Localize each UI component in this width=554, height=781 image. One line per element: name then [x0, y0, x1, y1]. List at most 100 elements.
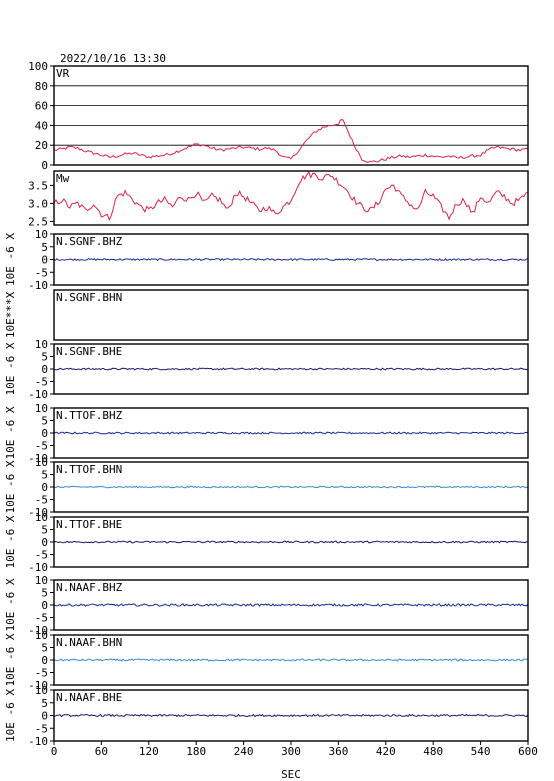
y-tick-label: 60 [35, 100, 48, 113]
y-tick-label: 0 [41, 536, 48, 549]
panel-label: N.SGNF.BHE [56, 345, 122, 358]
series-line-ttof-bhz [53, 431, 529, 435]
series-line-sgnf-bhe [53, 367, 529, 371]
y-tick-label: 0 [41, 363, 48, 376]
x-tick-label: 0 [51, 745, 58, 758]
x-tick-label: 540 [471, 745, 491, 758]
series-line-vr [53, 118, 529, 163]
y-tick-label: 0 [41, 654, 48, 667]
y-tick-label: -5 [35, 667, 48, 680]
y-tick-label: 10 [35, 629, 48, 642]
x-tick-label: 300 [281, 745, 301, 758]
y-tick-label: -5 [35, 440, 48, 453]
y-tick-label: 5 [41, 587, 48, 600]
y-tick-label: 5 [41, 241, 48, 254]
y-axis-unit-label: 10E -6 X [4, 460, 17, 513]
panel-frame [53, 233, 529, 286]
y-tick-label: -5 [35, 722, 48, 735]
y-tick-label: 20 [35, 139, 48, 152]
y-tick-label: -5 [35, 549, 48, 562]
y-tick-label: 2.5 [28, 215, 48, 228]
header-datetime: 2022/10/16 13:30 [60, 52, 166, 65]
y-tick-label: -10 [28, 561, 48, 574]
panel-frame [53, 634, 529, 686]
panel-frame [53, 289, 529, 341]
x-tick-label: 360 [328, 745, 348, 758]
series-line-naaf-bhe [53, 713, 529, 718]
x-tick-label: 240 [234, 745, 254, 758]
panel-label: N.NAAF.BHZ [56, 581, 123, 594]
series-line-naaf-bhn [53, 658, 529, 662]
panel-sgnf-bhn: 10E***X N.SGNF.BHN [4, 289, 529, 341]
y-tick-label: 5 [41, 415, 48, 428]
y-tick-label: 5 [41, 642, 48, 655]
series-line-naaf-bhz [53, 603, 529, 607]
y-tick-label: 100 [28, 60, 48, 73]
y-tick-label: 0 [41, 481, 48, 494]
x-tick-label: 180 [186, 745, 206, 758]
y-tick-label: 5 [41, 351, 48, 364]
y-tick-label: -10 [28, 452, 48, 465]
panel-frame [53, 516, 529, 568]
x-tick-label: 60 [95, 745, 108, 758]
y-tick-label: 10 [35, 402, 48, 415]
y-tick-label: -10 [28, 279, 48, 292]
y-tick-label: -10 [28, 679, 48, 692]
y-tick-label: -10 [28, 506, 48, 519]
y-tick-label: 0 [41, 710, 48, 723]
y-tick-label: 5 [41, 469, 48, 482]
panel-label: N.NAAF.BHE [56, 691, 122, 704]
panel-label: N.SGNF.BHZ [56, 235, 123, 248]
y-tick-label: 0 [41, 427, 48, 440]
y-tick-label: 0 [41, 599, 48, 612]
panel-label: N.SGNF.BHN [56, 291, 122, 304]
y-tick-label: -5 [35, 266, 48, 279]
y-tick-label: 10 [35, 574, 48, 587]
y-tick-label: -5 [35, 612, 48, 625]
y-tick-label: 10 [35, 228, 48, 241]
panel-vr: 0 20 40 60 80 100 VR [28, 60, 529, 172]
y-axis-unit-label: 10E -6 X [4, 633, 17, 686]
panel-frame [53, 407, 529, 459]
y-tick-label: -10 [28, 624, 48, 637]
x-tick-label: 600 [518, 745, 538, 758]
panel-frame [53, 343, 529, 395]
panel-label: N.TTOF.BHZ [56, 409, 123, 422]
panel-label: N.NAAF.BHN [56, 636, 122, 649]
y-tick-label: 10 [35, 456, 48, 469]
y-tick-label: 3.5 [28, 179, 48, 192]
y-tick-label: 3.0 [28, 197, 48, 210]
y-tick-label: 10 [35, 511, 48, 524]
y-tick-label: -10 [28, 388, 48, 401]
y-axis-unit-label: 10E***X [4, 291, 17, 338]
series-line-ttof-bhn [53, 485, 529, 489]
x-axis: 0 60 120 180 240 300 360 420 480 540 600 [51, 741, 538, 758]
y-tick-label: -5 [35, 376, 48, 389]
y-tick-label: 5 [41, 524, 48, 537]
y-tick-label: -10 [28, 735, 48, 748]
panel-frame [53, 579, 529, 631]
y-tick-label: 80 [35, 80, 48, 93]
y-axis-unit-label: 10E -6 X [4, 406, 17, 459]
panel-frame [53, 65, 529, 166]
x-tick-label: 120 [139, 745, 159, 758]
y-tick-label: 10 [35, 338, 48, 351]
y-axis-unit-label: 10E -6 X [4, 342, 17, 395]
x-tick-label: 480 [423, 745, 443, 758]
series-line-ttof-bhe [53, 540, 529, 544]
panel-frame [53, 461, 529, 513]
panel-frame [53, 170, 529, 226]
y-axis-unit-label: 10E -6 X [4, 689, 17, 742]
panel-label: VR [56, 67, 70, 80]
y-tick-label: 40 [35, 119, 48, 132]
